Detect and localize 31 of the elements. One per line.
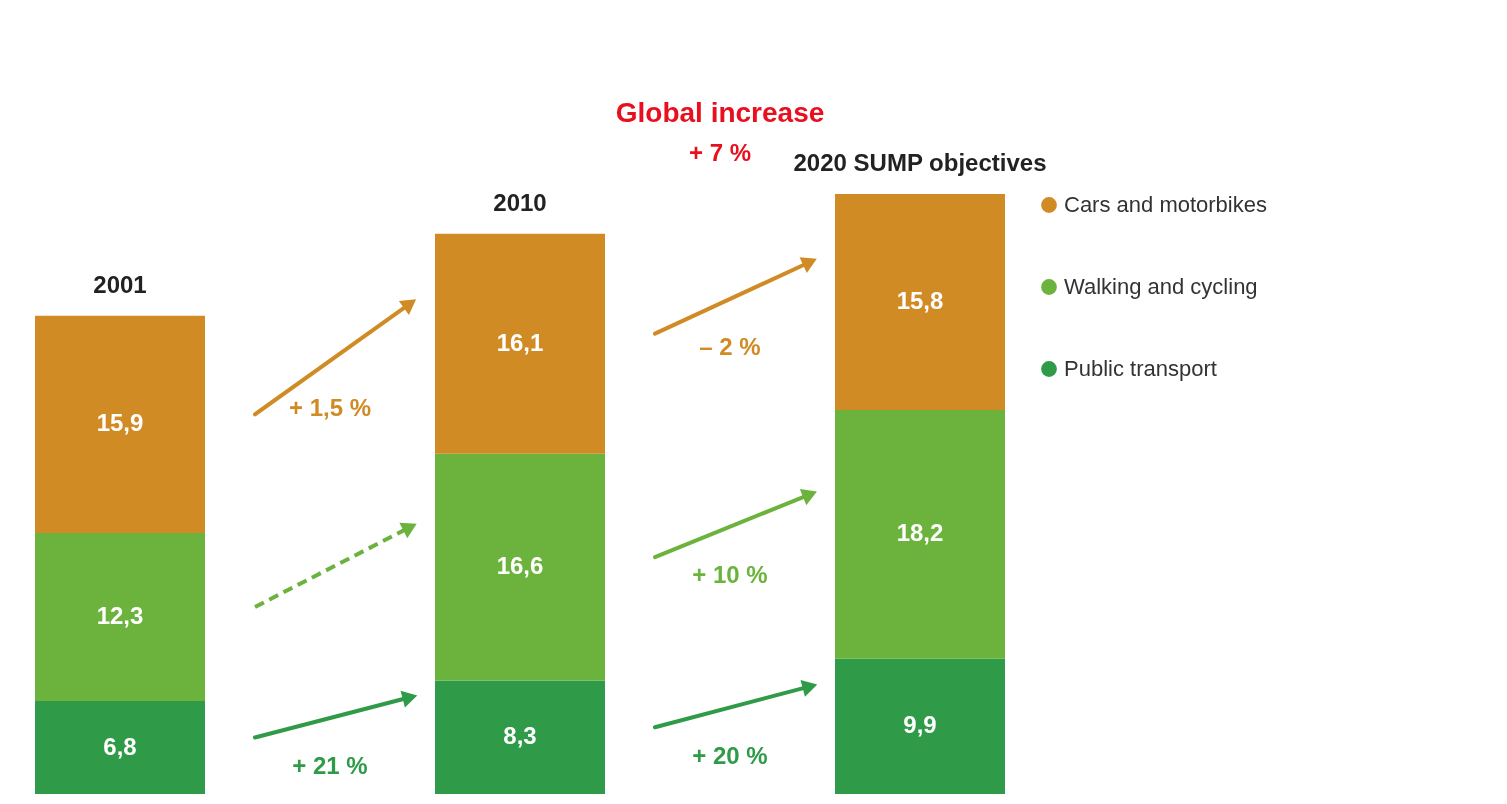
bar (835, 409, 1005, 659)
x-tick-label: 2001 (93, 270, 147, 298)
data-label: 9,9 (903, 711, 937, 739)
bar (835, 658, 1005, 794)
legend-label: Cars and motorbikes (1064, 192, 1267, 217)
bar (435, 233, 605, 454)
legend-label: Walking and cycling (1064, 274, 1258, 299)
annotation: + 1,5 % (288, 393, 372, 421)
data-label: 8,3 (503, 722, 537, 750)
text: Global increase (615, 97, 825, 128)
annotation: – 2 % (699, 332, 761, 360)
data-label: 15,9 (96, 409, 144, 437)
x-tick-label: 2010 (493, 188, 547, 216)
bar (35, 532, 205, 702)
text: + 7 % (688, 139, 752, 166)
legend-label: Public transport (1064, 356, 1217, 381)
data-label: 16,6 (496, 552, 544, 580)
bar (435, 453, 605, 681)
annotation: + 20 % (692, 741, 768, 769)
bar (35, 315, 205, 533)
data-label: 6,8 (103, 732, 137, 760)
bar (435, 680, 605, 794)
data-label: 18,2 (896, 519, 944, 547)
data-label: 12,3 (96, 602, 144, 630)
bar (35, 701, 205, 794)
annotation: + 21 % (292, 752, 368, 780)
data-label: 15,8 (896, 286, 944, 314)
annotation: + 10 % (692, 560, 768, 588)
x-tick-label: 2020 SUMP objectives (793, 149, 1047, 176)
data-label: 16,1 (496, 328, 544, 356)
bar (835, 194, 1005, 410)
